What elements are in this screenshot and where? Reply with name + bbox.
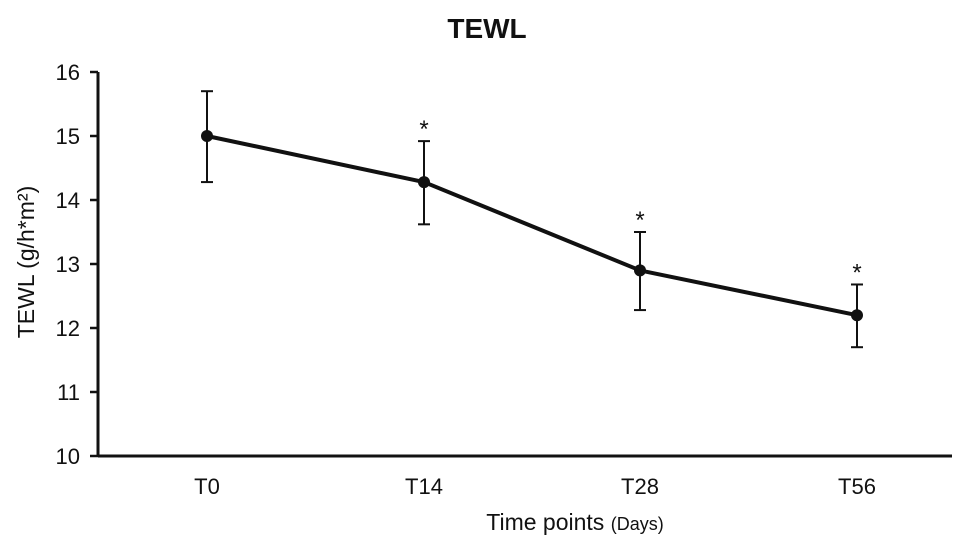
y-ticks: 10 11 12 13 14 15 16 xyxy=(56,60,98,469)
x-axis-label: Time points (Days) xyxy=(486,509,663,535)
chart-title: TEWL xyxy=(447,13,526,44)
y-tick-label: 16 xyxy=(56,60,80,85)
y-tick-label: 13 xyxy=(56,252,80,277)
x-tick-label: T28 xyxy=(621,474,659,499)
x-axis-label-unit: (Days) xyxy=(611,514,664,534)
y-axis-label: TEWL (g/h*m²) xyxy=(13,186,39,339)
x-axis-label-text: Time points xyxy=(486,509,604,535)
x-ticks: T0 T14 T28 T56 xyxy=(194,474,876,499)
data-point xyxy=(634,264,646,276)
x-tick-label: T56 xyxy=(838,474,876,499)
y-tick-label: 11 xyxy=(57,380,80,405)
significance-marker: * xyxy=(635,207,644,234)
data-point xyxy=(201,130,213,142)
significance-marker: * xyxy=(852,259,861,286)
series-group: * * * xyxy=(201,91,863,347)
data-point xyxy=(418,176,430,188)
y-tick-label: 14 xyxy=(56,188,80,213)
y-tick-label: 10 xyxy=(56,444,80,469)
x-tick-label: T14 xyxy=(405,474,443,499)
axes xyxy=(98,72,952,456)
data-point xyxy=(851,309,863,321)
significance-marker: * xyxy=(419,116,428,143)
series-line xyxy=(207,136,857,315)
x-tick-label: T0 xyxy=(194,474,220,499)
y-tick-label: 12 xyxy=(56,316,80,341)
y-tick-label: 15 xyxy=(56,124,80,149)
